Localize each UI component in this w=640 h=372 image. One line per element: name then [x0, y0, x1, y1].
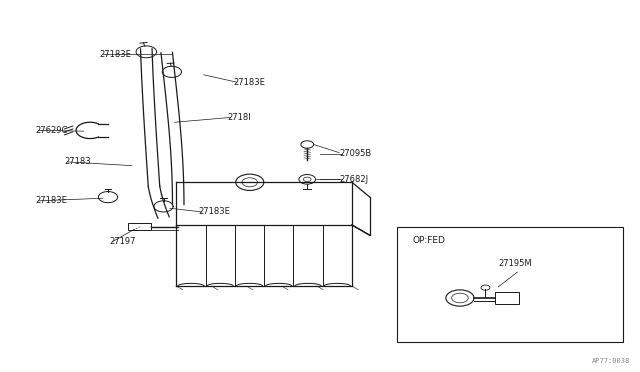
Text: 27183E: 27183E: [198, 208, 230, 217]
Text: 27682J: 27682J: [339, 175, 368, 184]
Text: AP77:0038: AP77:0038: [591, 358, 630, 364]
Text: 27195M: 27195M: [498, 259, 532, 267]
Bar: [129, 223, 152, 231]
Text: 27183: 27183: [65, 157, 91, 166]
Bar: [495, 292, 519, 304]
Text: 2718l: 2718l: [227, 113, 251, 122]
Text: 27183E: 27183E: [100, 50, 132, 59]
Text: 27095B: 27095B: [339, 149, 371, 158]
Text: 27629C: 27629C: [36, 126, 68, 135]
Text: 27197: 27197: [109, 237, 136, 246]
Text: OP:FED: OP:FED: [413, 236, 445, 245]
Text: 27183E: 27183E: [36, 196, 68, 205]
Text: 27183E: 27183E: [234, 78, 266, 87]
Bar: [397, 227, 623, 341]
